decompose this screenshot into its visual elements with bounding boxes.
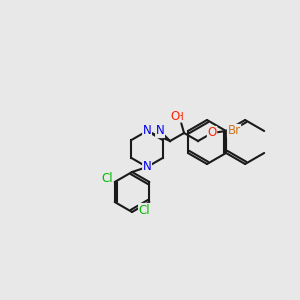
Text: N: N <box>156 124 164 137</box>
Text: N: N <box>143 124 152 137</box>
Text: O: O <box>207 127 217 140</box>
Text: Cl: Cl <box>139 203 150 217</box>
Text: O: O <box>170 110 180 124</box>
Text: H: H <box>176 112 184 122</box>
Text: N: N <box>143 160 152 173</box>
Text: Br: Br <box>227 124 241 137</box>
Text: Cl: Cl <box>101 172 112 185</box>
